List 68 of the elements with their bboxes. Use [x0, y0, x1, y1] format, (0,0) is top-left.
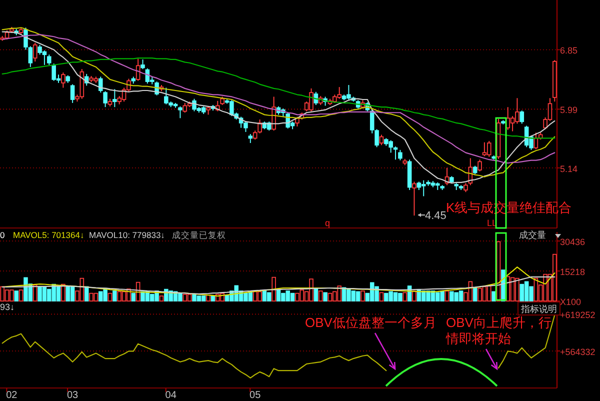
- bar: [131, 292, 136, 302]
- candlestick: [47, 54, 52, 66]
- bar: [206, 294, 210, 302]
- bar: [272, 276, 276, 302]
- bar: [444, 290, 450, 302]
- candlestick: [486, 140, 492, 158]
- annotation: q: [325, 218, 330, 228]
- annotation: 0: [0, 230, 5, 240]
- candlestick: [61, 72, 66, 88]
- y-tick-label: 5.14: [560, 164, 578, 174]
- line-series: [2, 276, 556, 294]
- bar: [66, 286, 70, 302]
- bar: [412, 290, 416, 302]
- y-tick-label: 30436: [560, 237, 586, 247]
- y-tick-label: 15218: [560, 267, 586, 277]
- y-tick-label: 6.85: [560, 46, 578, 56]
- candlestick: [70, 84, 75, 104]
- bar: [492, 291, 496, 302]
- y-tick-label: 5.99: [560, 105, 578, 116]
- bar: [112, 290, 117, 302]
- candlestick: [520, 110, 524, 124]
- bar: [402, 292, 408, 302]
- candlestick: [98, 76, 103, 94]
- bar: [520, 284, 524, 302]
- bar: [187, 294, 192, 302]
- bar: [486, 286, 492, 302]
- candlestick: [112, 88, 117, 108]
- bar: [182, 294, 188, 302]
- candlestick: [103, 90, 108, 108]
- line-series: [2, 266, 556, 297]
- annotation: 4.45: [425, 210, 446, 222]
- bar: [201, 296, 206, 302]
- candlestick: [534, 132, 538, 150]
- x-tick-label: 03: [66, 390, 79, 401]
- bar: [18, 290, 24, 302]
- x-tick-label: 04: [165, 390, 177, 401]
- bar: [14, 290, 19, 302]
- bar: [360, 290, 365, 302]
- x-tick-label: 02: [6, 390, 18, 401]
- annotation: MAVOL10: 779833↓: [89, 230, 165, 240]
- bar: [379, 292, 384, 302]
- y-tick-label: X100: [560, 297, 582, 307]
- candlestick: [398, 149, 402, 161]
- bar: [472, 288, 478, 302]
- annotation: 成交量: [519, 230, 546, 240]
- candlestick: [478, 159, 482, 172]
- annotation: MAVOL5: 701364↓: [13, 230, 84, 240]
- x-tick-label: 05: [250, 390, 262, 401]
- annotation: 93↓: [0, 302, 15, 312]
- candlestick: [178, 106, 182, 119]
- bar: [108, 292, 112, 302]
- bar: [356, 291, 360, 302]
- candlestick: [182, 102, 188, 114]
- bar: [318, 290, 323, 302]
- annotation: 指标说明: [520, 304, 557, 314]
- candlestick: [32, 42, 38, 62]
- y-tick-label: +564332: [560, 346, 596, 357]
- annotation: 成交量已复权: [172, 230, 226, 240]
- bar: [323, 292, 328, 302]
- candlestick: [379, 134, 384, 146]
- y-tick-label: +619252: [560, 310, 596, 320]
- candlestick: [140, 58, 145, 70]
- candlestick: [412, 181, 416, 216]
- annotation: OBV向上爬升，行情即将开始: [445, 315, 552, 346]
- bar: [159, 296, 164, 302]
- annotation: OBV低位盘整一个多月: [305, 315, 436, 330]
- candlestick: [421, 180, 426, 197]
- bar: [61, 284, 66, 302]
